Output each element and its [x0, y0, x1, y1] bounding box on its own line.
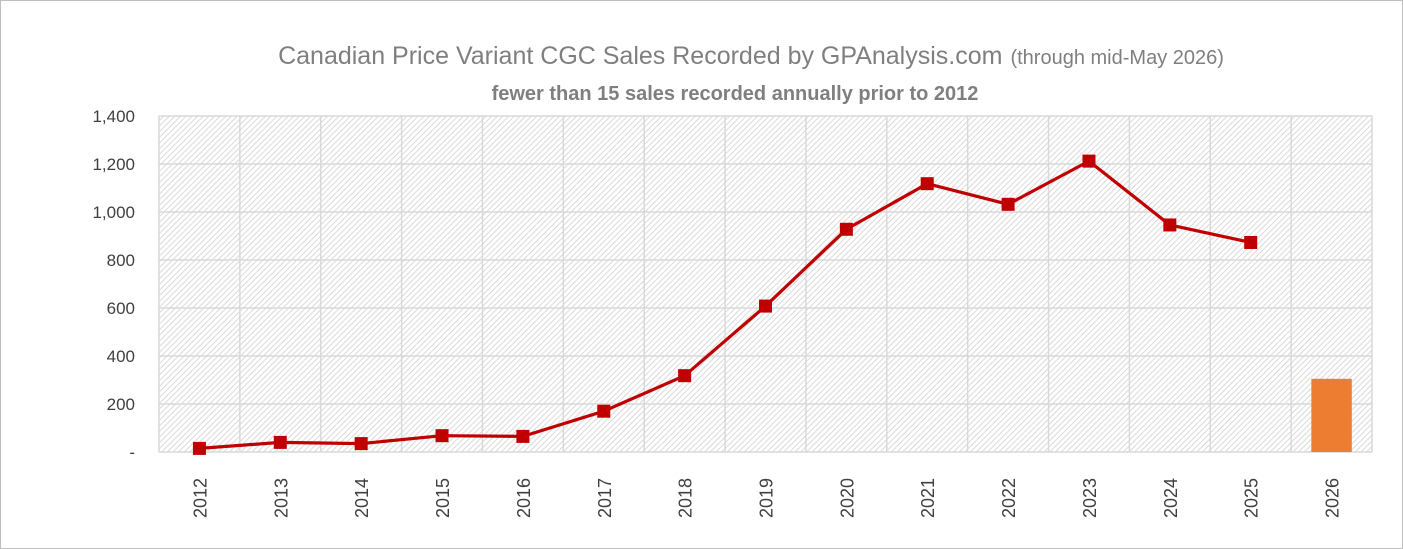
- y-tick-label: -: [129, 443, 135, 462]
- x-tick-label: 2023: [1080, 478, 1100, 518]
- x-tick-label: 2018: [676, 478, 696, 518]
- x-tick-label: 2024: [1161, 478, 1181, 518]
- x-tick-label: 2026: [1323, 478, 1343, 518]
- x-tick-label: 2017: [595, 478, 615, 518]
- data-point: [354, 437, 368, 451]
- x-tick-label: 2013: [271, 478, 291, 518]
- title-suffix: (through mid-May 2026): [1010, 47, 1223, 69]
- y-tick-label: 1,400: [92, 107, 135, 126]
- data-point: [273, 435, 287, 449]
- data-point: [1244, 235, 1258, 249]
- y-tick-label: 200: [107, 395, 135, 414]
- x-tick-label: 2016: [514, 478, 534, 518]
- chart-title: Canadian Price Variant CGC Sales Recorde…: [278, 42, 1224, 70]
- data-point: [1082, 154, 1096, 168]
- data-point: [1001, 197, 1015, 211]
- y-tick-label: 600: [107, 299, 135, 318]
- y-tick-label: 400: [107, 347, 135, 366]
- data-point: [435, 429, 449, 443]
- x-tick-label: 2021: [918, 478, 938, 518]
- data-point: [759, 299, 772, 313]
- x-axis: 2012 2013 2014 2015 2016 2017 2018 2019 2020 2021…: [190, 478, 1342, 518]
- y-axis: - 200 400 600 800 1,000 1,200 1,400: [92, 107, 135, 462]
- bar-series: [1311, 378, 1352, 452]
- x-tick-label: 2020: [837, 478, 857, 518]
- series-line: [199, 159, 1252, 450]
- x-tick-label: 2012: [190, 478, 210, 518]
- y-tick-label: 1,200: [92, 155, 135, 174]
- data-point: [516, 429, 530, 443]
- data-point: [678, 369, 692, 383]
- x-tick-label: 2019: [757, 478, 777, 518]
- y-tick-label: 800: [107, 251, 135, 270]
- data-point: [1163, 218, 1177, 232]
- plot-area: [158, 115, 1373, 453]
- data-point: [192, 441, 206, 455]
- line-series: [192, 154, 1258, 455]
- title-main: Canadian Price Variant CGC Sales Recorde…: [278, 42, 1002, 70]
- bar: [1311, 378, 1352, 452]
- x-tick-label: 2014: [352, 478, 372, 518]
- x-tick-label: 2025: [1242, 478, 1262, 518]
- data-point: [839, 222, 853, 236]
- data-point: [920, 177, 934, 191]
- grid: [158, 115, 1373, 453]
- x-tick-label: 2015: [433, 478, 453, 518]
- data-point: [597, 404, 611, 418]
- chart-subtitle: fewer than 15 sales recorded annually pr…: [492, 83, 979, 105]
- y-tick-label: 1,000: [92, 203, 135, 222]
- x-tick-label: 2022: [999, 478, 1019, 518]
